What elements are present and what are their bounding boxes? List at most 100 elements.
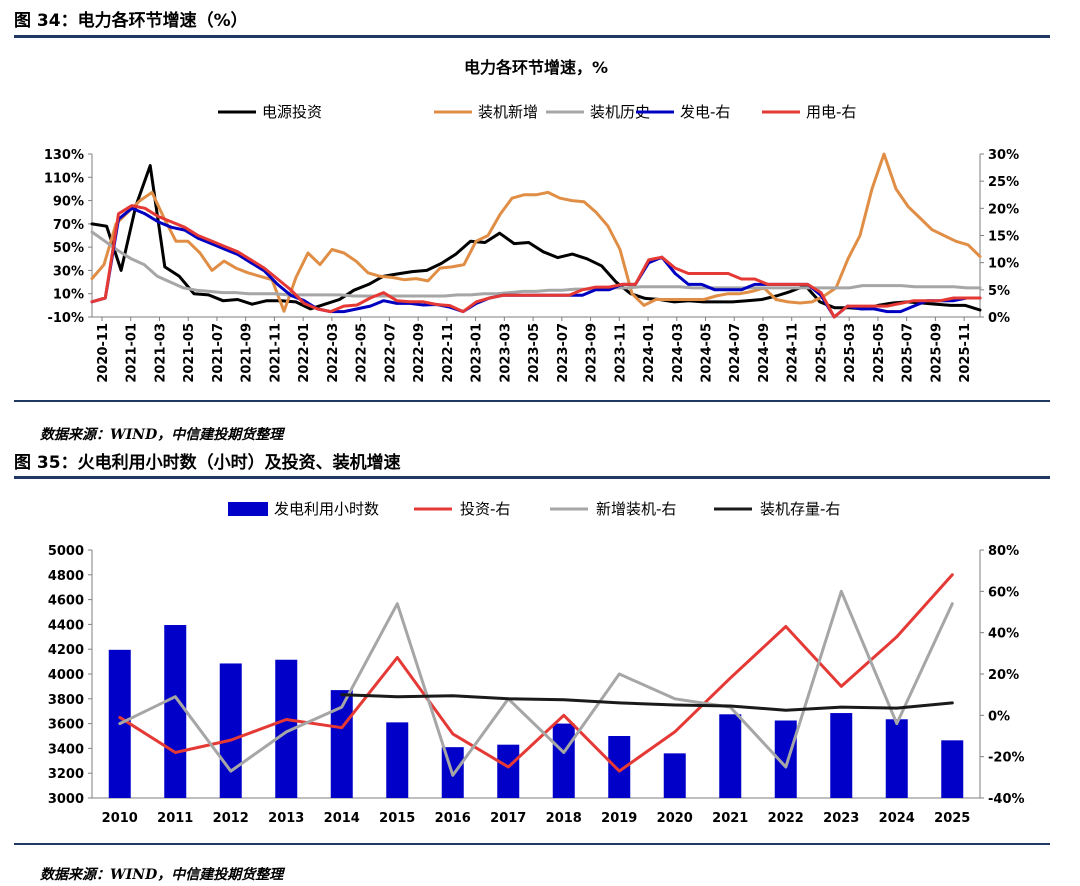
legend-label-2: 投资-右 xyxy=(460,500,510,518)
right-axis-tick-label: -40% xyxy=(988,792,1025,807)
x-axis-tick-label: 2025-01 xyxy=(814,323,829,383)
series-line-4 xyxy=(340,693,954,712)
x-axis-tick-label: 2024-05 xyxy=(699,323,714,383)
right-axis-tick-label: 15% xyxy=(988,230,1019,245)
x-axis-tick-label: 2024-01 xyxy=(642,323,657,383)
left-axis-tick-label: 110% xyxy=(44,171,84,186)
x-axis-tick-label: 2022-07 xyxy=(383,323,398,383)
legend-label-1: 发电利用小时数 xyxy=(274,500,379,518)
left-axis-tick-label: 5000 xyxy=(48,544,84,559)
figure-35-title: 图 35：火电利用小时数（小时）及投资、装机增速 xyxy=(14,453,401,473)
right-axis-tick-label: -20% xyxy=(988,751,1025,766)
chart-1-title: 电力各环节增速，% xyxy=(464,58,608,77)
x-axis-tick-label: 2025-07 xyxy=(901,323,916,383)
left-axis-tick-label: 3000 xyxy=(48,792,84,807)
right-axis-tick-label: 20% xyxy=(988,668,1019,683)
series-line-2 xyxy=(118,573,954,773)
x-axis-tick-label: 2021-09 xyxy=(240,323,255,383)
figure-35-source: 数据来源：WIND，中信建投期货整理 xyxy=(40,867,284,883)
figure-35-top-rule xyxy=(14,476,1050,479)
bar-utilization-hours xyxy=(497,744,520,798)
x-axis-tick-label: 2020-11 xyxy=(96,323,111,383)
x-axis-tick-label: 2022-11 xyxy=(441,323,456,383)
right-axis-tick-label: 25% xyxy=(988,175,1019,190)
left-axis-tick-label: 10% xyxy=(53,288,84,303)
left-axis-tick-label: 130% xyxy=(44,148,84,163)
bar-utilization-hours xyxy=(164,625,187,798)
bar-utilization-hours xyxy=(663,753,686,798)
x-axis-tick-label: 2022-05 xyxy=(355,323,370,383)
x-axis-tick-label: 2025-09 xyxy=(929,323,944,383)
x-axis-tick-label: 2021-01 xyxy=(125,323,140,383)
figure-34-title: 图 34：电力各环节增速（%） xyxy=(14,11,248,31)
left-axis-tick-label: 4200 xyxy=(48,643,84,658)
x-axis-tick-label: 2025 xyxy=(934,811,970,826)
left-axis-tick-label: 50% xyxy=(53,241,84,256)
x-axis-tick-label: 2012 xyxy=(213,811,249,826)
left-axis-tick-label: 4600 xyxy=(48,594,84,609)
x-axis-tick-label: 2025-05 xyxy=(872,323,887,383)
x-axis-tick-label: 2021-11 xyxy=(268,323,283,383)
x-axis-tick-label: 2023-01 xyxy=(470,323,485,383)
legend-label-1: 电源投资 xyxy=(262,103,322,121)
series-line-3 xyxy=(90,230,982,298)
left-axis-tick-label: 4000 xyxy=(48,668,84,683)
left-axis-tick-label: 3400 xyxy=(48,742,84,757)
figure-34-top-rule xyxy=(14,35,1050,38)
left-axis-tick-label: 90% xyxy=(53,195,84,210)
x-axis-tick-label: 2024-07 xyxy=(728,323,743,383)
figure-34-bottom-rule xyxy=(14,400,1050,402)
bar-utilization-hours xyxy=(774,720,797,798)
x-axis-tick-label: 2011 xyxy=(157,811,193,826)
bar-utilization-hours xyxy=(330,690,353,798)
x-axis-tick-label: 2010 xyxy=(102,811,138,826)
left-axis-tick-label: 30% xyxy=(53,264,84,279)
left-axis-tick-label: 70% xyxy=(53,218,84,233)
x-axis-tick-label: 2021-03 xyxy=(153,323,168,383)
series-line-5 xyxy=(90,204,982,319)
x-axis-tick-label: 2025-03 xyxy=(843,323,858,383)
right-axis-tick-label: 20% xyxy=(988,202,1019,217)
x-axis-tick-label: 2023 xyxy=(823,811,859,826)
x-axis-tick-label: 2021-07 xyxy=(211,323,226,383)
x-axis-tick-label: 2020 xyxy=(657,811,693,826)
x-axis-tick-label: 2018 xyxy=(546,811,582,826)
chart-1: 电力各环节增速，% 电源投资 装机新增 装机历史 发电-右 用电-右 130% 110% 90%… xyxy=(44,58,1019,383)
bar-utilization-hours xyxy=(719,714,742,798)
right-axis-tick-label: 60% xyxy=(988,585,1019,600)
bar-utilization-hours xyxy=(552,723,575,798)
x-axis-tick-label: 2025-11 xyxy=(958,323,973,383)
x-axis-tick-label: 2024 xyxy=(879,811,915,826)
right-axis-tick-label: 10% xyxy=(988,257,1019,272)
legend-swatch-1 xyxy=(228,502,268,516)
x-axis-tick-label: 2024-09 xyxy=(757,323,772,383)
left-axis-tick-label: 3200 xyxy=(48,767,84,782)
legend-label-2: 装机新增 xyxy=(478,103,538,121)
figure-34-source: 数据来源：WIND，中信建投期货整理 xyxy=(40,427,284,443)
x-axis-tick-label: 2024-11 xyxy=(786,323,801,383)
right-axis-tick-label: 0% xyxy=(988,709,1010,724)
left-axis-tick-label: 3600 xyxy=(48,718,84,733)
x-axis-tick-label: 2021-05 xyxy=(182,323,197,383)
legend-label-5: 用电-右 xyxy=(806,103,856,121)
bar-utilization-hours xyxy=(608,736,631,798)
x-axis-tick-label: 2023-07 xyxy=(556,323,571,383)
legend-label-3: 装机历史 xyxy=(590,103,650,121)
left-axis-tick-label: 4800 xyxy=(48,569,84,584)
x-axis-tick-label: 2023-09 xyxy=(585,323,600,383)
x-axis-tick-label: 2021 xyxy=(712,811,748,826)
x-axis-tick-label: 2022-01 xyxy=(297,323,312,383)
bar-utilization-hours xyxy=(386,722,409,798)
left-axis-tick-label: -10% xyxy=(47,311,84,326)
series-line-3 xyxy=(118,589,954,777)
x-axis-tick-label: 2024-03 xyxy=(671,323,686,383)
x-axis-tick-label: 2023-05 xyxy=(527,323,542,383)
x-axis-tick-label: 2016 xyxy=(435,811,471,826)
right-axis-tick-label: 40% xyxy=(988,627,1019,642)
legend-label-4: 发电-右 xyxy=(680,103,730,121)
legend-label-4: 装机存量-右 xyxy=(760,500,840,518)
chart-2: 发电利用小时数 投资-右 新增装机-右 装机存量-右 5000 4800 4600 4400 4… xyxy=(48,500,1025,826)
bar-utilization-hours xyxy=(941,740,964,798)
x-axis-tick-label: 2022-09 xyxy=(412,323,427,383)
x-axis-tick-label: 2013 xyxy=(268,811,304,826)
